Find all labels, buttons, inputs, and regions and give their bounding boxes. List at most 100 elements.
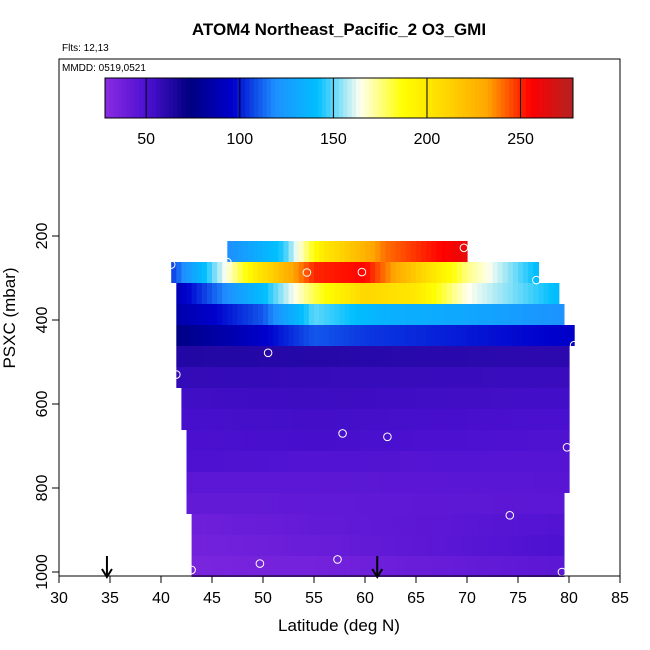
heatmap-cell: [553, 451, 560, 472]
heatmap-cell: [421, 304, 427, 325]
heatmap-cell: [273, 409, 279, 430]
colorbar-swatch: [194, 78, 200, 118]
heatmap-cell: [365, 367, 371, 388]
heatmap-cell: [446, 451, 453, 472]
heatmap-cell: [303, 262, 310, 283]
heatmap-cell: [278, 283, 284, 304]
heatmap-cell: [385, 472, 392, 493]
heatmap-cell: [543, 304, 550, 325]
colorbar-swatch: [253, 78, 259, 118]
y-tick-label: 400: [34, 307, 51, 334]
heatmap-cell: [533, 262, 539, 283]
flight-point: [263, 348, 273, 358]
heatmap-cell: [288, 346, 295, 367]
heatmap-cell: [467, 409, 473, 430]
heatmap-cell: [456, 241, 463, 262]
colorbar-swatch: [415, 78, 421, 118]
heatmap-cell: [461, 535, 468, 556]
heatmap-cell: [451, 451, 458, 472]
heatmap-cell: [324, 409, 330, 430]
heatmap-cell: [359, 451, 366, 472]
heatmap-cell: [242, 472, 249, 493]
heatmap-cell: [273, 451, 279, 472]
heatmap-cell: [344, 262, 351, 283]
heatmap-cell: [410, 556, 417, 577]
heatmap-cell: [421, 325, 427, 346]
y-tick-label: 800: [34, 475, 51, 502]
heatmap-cell: [232, 367, 239, 388]
heatmap-cell: [472, 556, 478, 577]
heatmap-cell: [344, 388, 351, 409]
heatmap-cell: [467, 262, 473, 283]
heatmap-cell: [431, 556, 437, 577]
heatmap-cell: [314, 514, 320, 535]
heatmap-cell: [349, 493, 356, 514]
heatmap-cell: [487, 430, 494, 451]
heatmap-cell: [176, 304, 182, 325]
heatmap-cell: [456, 514, 463, 535]
heatmap-cell: [405, 430, 412, 451]
heatmap-cell: [400, 325, 407, 346]
heatmap-cell: [273, 556, 279, 577]
heatmap-cell: [518, 493, 524, 514]
heatmap-cell: [487, 556, 494, 577]
heatmap-cell: [181, 325, 188, 346]
heatmap-cell: [528, 367, 534, 388]
heatmap-cell: [349, 514, 356, 535]
heatmap-cell: [344, 283, 351, 304]
heatmap-cell: [303, 367, 310, 388]
heatmap-cell: [191, 535, 198, 556]
heatmap-cell: [558, 514, 565, 535]
heatmap-cell: [507, 451, 514, 472]
heatmap-cell: [477, 556, 483, 577]
colorbar-swatch: [483, 78, 489, 118]
heatmap-cell: [283, 283, 290, 304]
colorbar-swatch: [207, 78, 212, 118]
x-tick-label: 40: [152, 590, 170, 607]
heatmap-cell: [263, 283, 269, 304]
heatmap-cell: [293, 283, 300, 304]
heatmap-cell: [288, 283, 295, 304]
heatmap-cell: [395, 346, 402, 367]
heatmap-cell: [431, 241, 437, 262]
heatmap-cell: [247, 514, 254, 535]
heatmap-cell: [395, 241, 402, 262]
heatmap-cell: [359, 493, 366, 514]
heatmap-cell: [472, 388, 478, 409]
heatmap-cell: [314, 367, 320, 388]
heatmap-cell: [324, 262, 330, 283]
heatmap-cell: [538, 325, 545, 346]
heatmap-cell: [405, 535, 412, 556]
heatmap-cell: [206, 535, 213, 556]
heatmap-cell: [359, 325, 366, 346]
colorbar-swatch: [521, 78, 527, 118]
heatmap-cell: [477, 304, 483, 325]
heatmap-cell: [512, 367, 519, 388]
colorbar-swatch: [453, 78, 459, 118]
heatmap-cell: [329, 493, 335, 514]
colorbar-swatch: [381, 78, 387, 118]
heatmap-cell: [518, 409, 524, 430]
heatmap-cell: [314, 556, 320, 577]
heatmap-cell: [293, 262, 300, 283]
heatmap-cell: [176, 262, 182, 283]
heatmap-cell: [482, 346, 488, 367]
heatmap-cell: [227, 262, 233, 283]
heatmap-cell: [278, 262, 284, 283]
heatmap-cell: [196, 367, 203, 388]
heatmap-cell: [283, 304, 290, 325]
heatmap-cell: [232, 241, 239, 262]
heatmap-cell: [410, 472, 417, 493]
heatmap-cell: [548, 430, 555, 451]
heatmap-cell: [314, 535, 320, 556]
heatmap-cell: [349, 304, 356, 325]
heatmap-cell: [288, 409, 295, 430]
heatmap-cell: [242, 430, 249, 451]
heatmap-cell: [380, 535, 386, 556]
heatmap-cell: [548, 346, 555, 367]
heatmap-cell: [232, 409, 239, 430]
heatmap-cell: [533, 304, 539, 325]
heatmap-cell: [257, 367, 264, 388]
heatmap-cell: [308, 262, 315, 283]
heatmap-cell: [405, 556, 412, 577]
